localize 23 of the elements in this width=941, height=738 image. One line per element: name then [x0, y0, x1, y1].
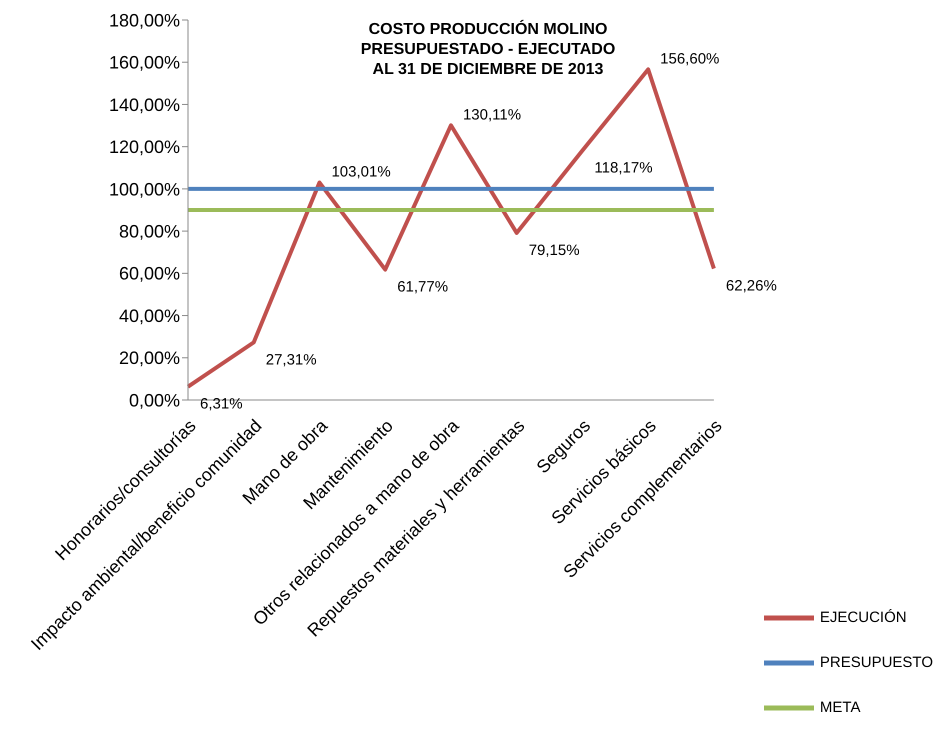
data-label: 103,01% [331, 164, 391, 181]
text: COSTO PRODUCCIÓN MOLINO PRESUPUESTADO - EJECUTADO AL 31 DE DICIEMBRE DE 2013 [360, 21, 616, 78]
legend-label: PRESUPUESTO [820, 654, 933, 671]
data-label: 118,17% [594, 160, 653, 177]
legend-label: EJECUCIÓN [820, 609, 907, 626]
y-tick-label: 40,00% [118, 306, 180, 326]
y-tick-label: 20,00% [118, 348, 180, 368]
data-label: 61,77% [397, 278, 448, 296]
data-label: 79,15% [528, 242, 580, 259]
y-tick-label: 180,00% [108, 10, 180, 30]
y-tick-label: 60,00% [118, 264, 180, 284]
data-label: 62,26% [726, 278, 777, 295]
y-tick-label: 100,00% [108, 179, 180, 200]
data-label: 156,60% [660, 50, 720, 68]
legend-label: META [820, 699, 860, 716]
data-label: 27,31% [266, 351, 317, 368]
y-tick-label: 0,00% [128, 390, 180, 410]
data-label: 6,31% [200, 396, 243, 413]
y-tick-label: 80,00% [118, 222, 180, 242]
y-tick-label: 120,00% [108, 137, 180, 158]
y-tick-label: 140,00% [108, 94, 180, 115]
y-tick-label: 160,00% [108, 52, 180, 73]
data-label: 130,11% [462, 106, 522, 124]
